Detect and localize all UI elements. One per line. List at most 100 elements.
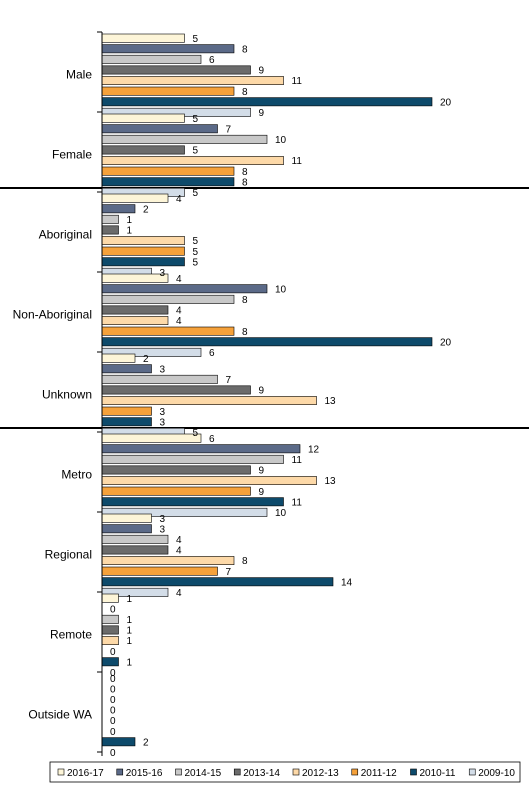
- bar-non-aboriginal-2012-13: [101, 316, 169, 325]
- bar-female-2014-15: [101, 134, 268, 144]
- value-label-unknown-2014-15: 7: [226, 375, 232, 386]
- value-label-remote-2015-16: 0: [110, 604, 116, 615]
- bar-aboriginal-2010-11: [101, 257, 185, 267]
- value-label-non-aboriginal-2012-13: 4: [176, 316, 182, 327]
- value-label-regional-2015-16: 3: [160, 524, 166, 535]
- legend-swatch-2015-16: [116, 768, 124, 776]
- bar-non-aboriginal-2014-15: [101, 294, 235, 304]
- bar-unknown-2010-11: [101, 417, 152, 427]
- legend-swatch-2012-13: [292, 768, 300, 776]
- category-label-remote: Remote: [50, 627, 92, 641]
- value-label-male-2009-10: 9: [259, 108, 265, 119]
- bar-male-2011-12: [101, 86, 235, 96]
- legend-label-2010-11: 2010-11: [420, 768, 456, 779]
- value-label-regional-2012-13: 8: [242, 556, 248, 567]
- value-label-outside-wa-2011-12: 0: [110, 727, 116, 738]
- bar-female-2015-16: [101, 124, 218, 134]
- value-label-aboriginal-2012-13: 5: [193, 236, 199, 247]
- bar-female-2010-11: [101, 177, 235, 187]
- bar-remote-2012-13: [101, 636, 119, 646]
- bar-remote-2010-11: [101, 657, 119, 667]
- value-label-female-2010-11: 8: [242, 177, 248, 188]
- category-label-non-aboriginal: Non-Aboriginal: [13, 307, 92, 321]
- value-label-aboriginal-2016-17: 4: [176, 194, 182, 205]
- value-label-metro-2009-10: 10: [275, 508, 287, 519]
- value-label-metro-2013-14: 9: [259, 466, 265, 477]
- bar-unknown-2011-12: [101, 406, 152, 416]
- bar-non-aboriginal-2011-12: [101, 326, 235, 336]
- bar-metro-2012-13: [101, 476, 317, 485]
- value-label-unknown-2016-17: 2: [143, 354, 149, 365]
- bar-female-2012-13: [101, 156, 284, 165]
- value-label-male-2014-15: 6: [209, 55, 215, 66]
- value-label-unknown-2009-10: 5: [193, 428, 199, 439]
- bar-male-2014-15: [101, 54, 202, 64]
- value-label-unknown-2012-13: 13: [325, 396, 337, 407]
- value-label-female-2011-12: 8: [242, 167, 248, 178]
- bar-unknown-2013-14: [101, 385, 251, 395]
- bar-non-aboriginal-2010-11: [101, 337, 433, 347]
- category-label-regional: Regional: [45, 547, 92, 561]
- value-label-remote-2009-10: 0: [110, 668, 116, 679]
- value-label-male-2010-11: 20: [440, 97, 452, 108]
- value-label-male-2015-16: 8: [242, 44, 248, 55]
- value-label-male-2012-13: 11: [292, 76, 303, 87]
- legend-swatch-2016-17: [57, 768, 65, 776]
- bar-regional-2011-12: [101, 566, 218, 576]
- bar-metro-2013-14: [101, 465, 251, 475]
- category-label-unknown: Unknown: [42, 387, 92, 401]
- bar-regional-2015-16: [101, 524, 152, 534]
- bar-regional-2016-17: [101, 513, 152, 523]
- category-label-metro: Metro: [61, 467, 92, 481]
- value-label-metro-2016-17: 6: [209, 434, 215, 445]
- value-label-regional-2009-10: 4: [176, 588, 182, 599]
- value-label-metro-2015-16: 12: [308, 444, 320, 455]
- legend-label-2009-10: 2009-10: [478, 768, 515, 779]
- value-label-unknown-2013-14: 9: [259, 386, 265, 397]
- value-label-aboriginal-2015-16: 2: [143, 204, 149, 215]
- category-axis: [97, 31, 103, 756]
- category-labels: Male Female Aboriginal Non-Aboriginal Unknow…: [13, 67, 93, 721]
- legend-swatch-2010-11: [410, 768, 417, 776]
- value-label-regional-2013-14: 4: [176, 546, 182, 557]
- bar-non-aboriginal-2016-17: [101, 273, 169, 283]
- bar-aboriginal-2015-16: [101, 204, 136, 214]
- bar-metro-2010-11: [101, 497, 284, 507]
- value-label-outside-wa-2009-10: 0: [110, 748, 116, 759]
- value-label-non-aboriginal-2014-15: 8: [242, 295, 248, 306]
- value-label-metro-2014-15: 11: [292, 455, 303, 466]
- bar-male-2013-14: [101, 65, 251, 75]
- value-label-regional-2016-17: 3: [160, 514, 166, 525]
- bar-metro-2014-15: [101, 454, 284, 464]
- bar-unknown-2012-13: [101, 396, 317, 405]
- value-label-metro-2012-13: 13: [325, 476, 337, 487]
- bar-unknown-2016-17: [101, 353, 136, 363]
- value-label-non-aboriginal-2015-16: 10: [275, 284, 287, 295]
- value-label-female-2013-14: 5: [193, 146, 199, 157]
- value-label-metro-2010-11: 11: [292, 497, 303, 508]
- bar-regional-2013-14: [101, 545, 169, 555]
- bar-outside-wa-2010-11: [101, 737, 136, 747]
- value-label-female-2015-16: 7: [226, 124, 232, 135]
- value-label-regional-2011-12: 7: [226, 567, 232, 578]
- bar-aboriginal-2013-14: [101, 225, 119, 235]
- bar-non-aboriginal-2015-16: [101, 284, 268, 294]
- legend-box: [49, 761, 521, 783]
- value-label-non-aboriginal-2011-12: 8: [242, 327, 248, 338]
- value-label-male-2013-14: 9: [259, 66, 265, 77]
- bar-male-2016-17: [101, 33, 185, 43]
- bar-female-2013-14: [101, 145, 185, 155]
- bar-female-2011-12: [101, 166, 235, 176]
- bar-male-2015-16: [101, 44, 235, 54]
- bar-remote-2016-17: [101, 593, 119, 603]
- legend-label-2013-14: 2013-14: [243, 768, 280, 779]
- value-label-outside-wa-2014-15: 0: [110, 695, 116, 706]
- value-label-aboriginal-2010-11: 5: [193, 257, 199, 268]
- value-label-aboriginal-2014-15: 1: [127, 215, 133, 226]
- value-label-metro-2011-12: 9: [259, 487, 265, 498]
- bar-remote-2014-15: [101, 614, 119, 624]
- legend-label-2016-17: 2016-17: [67, 768, 104, 779]
- value-label-unknown-2010-11: 3: [160, 417, 166, 428]
- value-label-remote-2013-14: 1: [127, 626, 133, 637]
- category-label-aboriginal: Aboriginal: [39, 227, 92, 241]
